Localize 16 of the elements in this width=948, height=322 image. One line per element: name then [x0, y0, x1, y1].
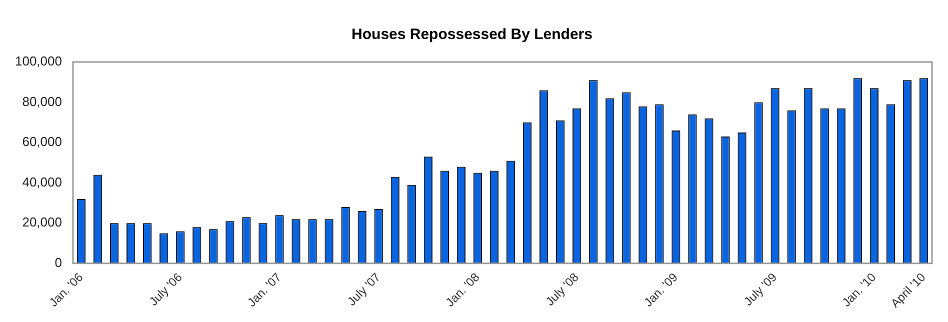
x-tick-label: Jan. '09 — [641, 270, 681, 310]
x-tick-label: Jan. '10 — [839, 270, 879, 310]
y-tick-label: 80,000 — [22, 94, 62, 109]
y-tick-label: 100,000 — [14, 54, 62, 69]
x-tick-label: July '08 — [542, 270, 582, 308]
y-tick-label: 60,000 — [22, 134, 62, 150]
x-tick-label: Jan. '06 — [46, 270, 86, 310]
x-tick-label: Jan. '07 — [244, 270, 284, 310]
y-tick-label: 20,000 — [22, 214, 62, 230]
x-tick-label: July '07 — [344, 270, 384, 308]
x-tick-label: July '06 — [146, 270, 186, 308]
x-tick-label: Jan. '08 — [442, 270, 482, 310]
y-tick-label: 40,000 — [22, 174, 62, 190]
chart-title: Houses Repossessed By Lenders — [352, 26, 592, 44]
y-tick-label: 0 — [54, 255, 62, 270]
x-tick-label: July '09 — [741, 270, 780, 308]
